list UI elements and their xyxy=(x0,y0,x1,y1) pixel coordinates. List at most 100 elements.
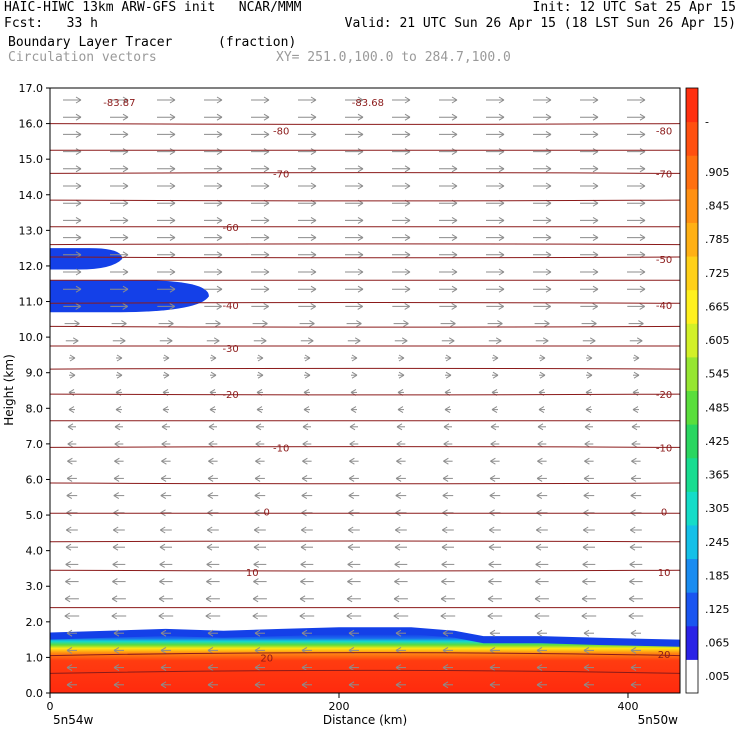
contour-label: -40 xyxy=(222,301,238,312)
circulation-vector xyxy=(204,113,223,121)
circulation-vector xyxy=(298,165,317,173)
y-tick-label: 3.0 xyxy=(26,580,44,593)
circulation-vector xyxy=(395,474,406,482)
circulation-vectors xyxy=(63,96,646,689)
circulation-vector xyxy=(440,612,456,620)
circulation-vector xyxy=(345,130,364,138)
circulation-vector xyxy=(534,595,549,603)
circulation-vector xyxy=(582,543,595,551)
circulation-vector xyxy=(633,371,640,379)
colorbar-label: .305 xyxy=(705,502,730,515)
circulation-vector xyxy=(298,148,317,156)
circulation-vector xyxy=(110,165,129,173)
circulation-vector xyxy=(486,302,504,310)
circulation-vector xyxy=(584,457,594,465)
contour-label: -50 xyxy=(656,255,672,266)
contour-line xyxy=(50,393,680,396)
contour-line xyxy=(50,367,680,370)
y-tick-label: 12.0 xyxy=(19,260,44,273)
circulation-vector xyxy=(351,354,358,362)
circulation-vector xyxy=(65,560,79,568)
contour-line xyxy=(50,652,680,657)
circulation-vector xyxy=(586,354,593,362)
contour-label: -80 xyxy=(273,127,289,138)
circulation-vector xyxy=(627,234,646,242)
tracer-boundary-layer-gradient xyxy=(50,634,680,693)
circulation-vector xyxy=(533,285,552,293)
circulation-vector xyxy=(63,148,82,156)
circulation-vector xyxy=(299,595,314,603)
circulation-vector xyxy=(251,268,270,276)
contour-label: 20 xyxy=(658,650,671,661)
circulation-vector xyxy=(255,440,265,448)
circulation-vector xyxy=(630,629,641,637)
circulation-vector xyxy=(254,681,265,689)
x-axis-left-endpoint: 5n54w xyxy=(53,713,94,727)
circulation-vector xyxy=(491,406,498,414)
plot-area: -83.87 -83.68 -80 -80 -70 -70 -60 -50 -40 -40 -30 -… xyxy=(50,96,680,693)
circulation-vector xyxy=(303,406,310,414)
circulation-vector xyxy=(580,165,599,173)
colorbar-swatch xyxy=(686,188,698,223)
circulation-vector xyxy=(63,165,82,173)
colorbar-swatch xyxy=(686,390,698,425)
circulation-vector xyxy=(65,337,79,345)
circulation-vector xyxy=(204,234,223,242)
circulation-vector xyxy=(445,371,452,379)
circulation-vector xyxy=(345,234,364,242)
circulation-vector xyxy=(69,371,76,379)
circulation-vector xyxy=(206,543,219,551)
circulation-vector xyxy=(159,578,173,586)
circulation-vector xyxy=(394,560,408,568)
circulation-vector xyxy=(302,440,312,448)
circulation-vector xyxy=(254,629,265,637)
header-forecast-hour: Fcst: 33 h xyxy=(4,16,98,31)
circulation-vector xyxy=(157,130,176,138)
circulation-vector xyxy=(492,371,499,379)
contour-label: -20 xyxy=(222,390,238,401)
colorbar-label: .245 xyxy=(705,536,730,549)
circulation-vector xyxy=(157,165,176,173)
circulation-vector xyxy=(252,595,267,603)
circulation-vector xyxy=(158,320,174,328)
circulation-vector xyxy=(349,423,358,431)
colorbar-label: .725 xyxy=(705,267,730,280)
circulation-vector xyxy=(486,113,505,121)
circulation-vector xyxy=(442,474,453,482)
circulation-vector xyxy=(67,457,77,465)
circulation-vector xyxy=(627,302,645,310)
circulation-vector xyxy=(66,629,77,637)
circulation-vector xyxy=(67,423,76,431)
circulation-vector xyxy=(255,457,265,465)
circulation-vector xyxy=(580,113,599,121)
contour-line xyxy=(50,569,680,572)
circulation-vector xyxy=(66,681,77,689)
circulation-vector xyxy=(627,216,646,224)
circulation-vector xyxy=(439,96,458,104)
circulation-vector xyxy=(345,182,364,190)
circulation-vector xyxy=(583,474,594,482)
circulation-vector xyxy=(536,646,547,654)
circulation-vector xyxy=(581,320,597,328)
circulation-vector xyxy=(301,681,312,689)
circulation-vector xyxy=(439,268,458,276)
circulation-vector xyxy=(63,199,82,207)
colorbar-label: .125 xyxy=(705,603,730,616)
contour-line xyxy=(50,256,680,259)
circulation-vector xyxy=(110,96,129,104)
circulation-vector xyxy=(251,285,270,293)
circulation-vector xyxy=(160,646,171,654)
circulation-vector xyxy=(347,337,361,345)
y-tick-label: 8.0 xyxy=(26,402,44,415)
circulation-vector xyxy=(631,457,641,465)
circulation-vector xyxy=(580,182,599,190)
circulation-vector xyxy=(533,182,552,190)
circulation-vector xyxy=(392,148,411,156)
colorbar-label: .665 xyxy=(705,301,730,314)
circulation-vector xyxy=(580,130,599,138)
circulation-vector xyxy=(489,629,500,637)
circulation-vector xyxy=(536,681,547,689)
circulation-vector xyxy=(580,234,599,242)
circulation-vector xyxy=(392,165,411,173)
circulation-vector xyxy=(210,354,217,362)
